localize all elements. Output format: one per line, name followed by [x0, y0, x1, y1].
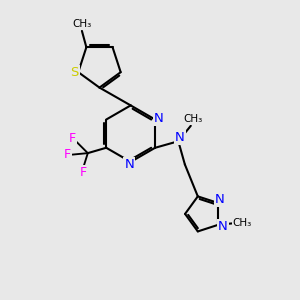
- Text: N: N: [218, 220, 228, 233]
- Text: N: N: [124, 158, 134, 171]
- Text: S: S: [70, 66, 79, 79]
- Text: CH₃: CH₃: [183, 114, 202, 124]
- Text: CH₃: CH₃: [232, 218, 252, 228]
- Text: N: N: [154, 112, 164, 124]
- Text: F: F: [63, 148, 70, 161]
- Text: F: F: [80, 166, 87, 179]
- Text: N: N: [175, 131, 185, 144]
- Text: F: F: [69, 132, 76, 146]
- Text: N: N: [215, 193, 225, 206]
- Text: CH₃: CH₃: [72, 20, 92, 29]
